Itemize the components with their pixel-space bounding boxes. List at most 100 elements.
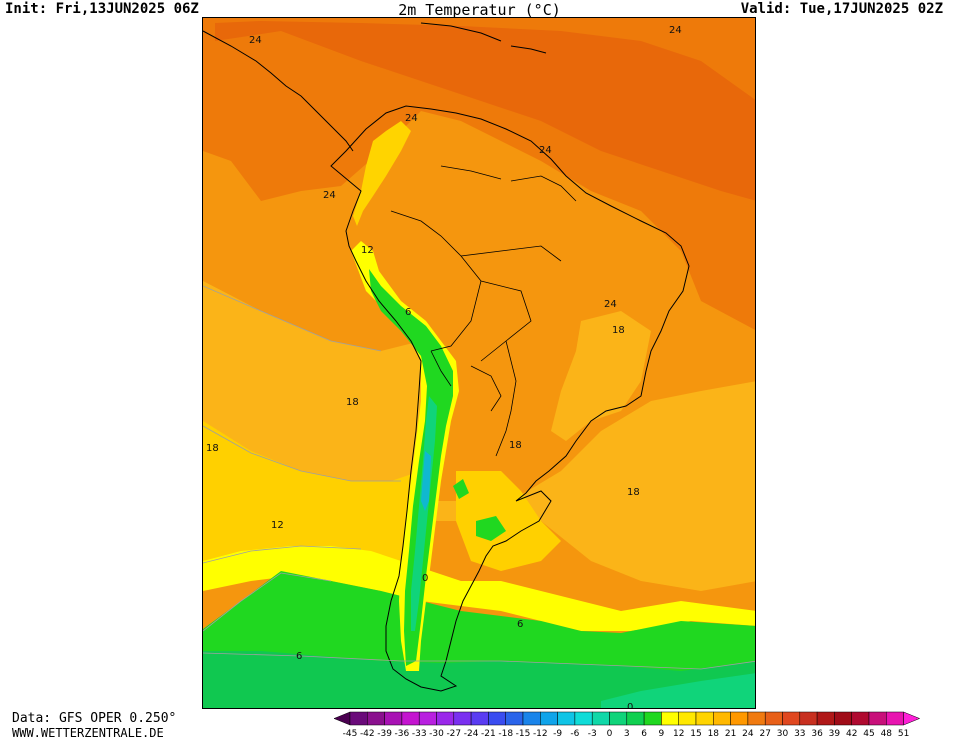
legend-tick-label: 3 [624, 729, 630, 739]
legend-tick-label: -21 [481, 729, 496, 739]
temperature-map: 24 24 24 24 24 12 6 18 18 18 18 24 18 12… [202, 17, 756, 709]
legend-tick-label: -39 [377, 729, 392, 739]
legend-swatch [470, 711, 489, 726]
legend-tick-label: 6 [641, 729, 647, 739]
legend-tick-label: -33 [412, 729, 427, 739]
legend-swatch [453, 711, 472, 726]
legend-tick-label: 39 [829, 729, 841, 739]
south-america-coastline [330, 105, 690, 692]
legend-tick-label: 51 [898, 729, 909, 739]
legend-tick-label: 24 [742, 729, 754, 739]
legend-swatch [713, 711, 731, 726]
legend-swatch [678, 711, 697, 726]
band-6-9 [203, 651, 755, 708]
legend-tick-label: -45 [343, 729, 358, 739]
legend-tick-label: -6 [570, 729, 579, 739]
legend-swatch [367, 711, 385, 726]
data-source: Data: GFS OPER 0.250° [12, 711, 177, 726]
website: WWW.WETTERZENTRALE.DE [12, 726, 164, 740]
legend-tick-label: 12 [673, 729, 684, 739]
contour-label: 24 [669, 25, 682, 36]
legend-swatch [574, 711, 593, 726]
contour-label: 18 [612, 325, 625, 336]
contour-label: 18 [627, 487, 640, 498]
legend-tick-label: 18 [708, 729, 720, 739]
legend-tick-label: 30 [777, 729, 789, 739]
legend-tick-label: 45 [863, 729, 874, 739]
legend-swatch [418, 711, 437, 726]
legend-tick-label: -24 [464, 729, 479, 739]
colombia-andes-yellow [353, 121, 411, 226]
legend-tick-label: -3 [588, 729, 597, 739]
legend-tick-label: -12 [533, 729, 548, 739]
contour-label: 24 [405, 113, 418, 124]
legend-swatch [764, 711, 783, 726]
color-legend: -45 -42 -39 -36 -33 -30 -27 -24 -21 -18 -15 -12 -9 -6… [333, 711, 921, 739]
legend-tick-label: 33 [794, 729, 805, 739]
legend-swatch [384, 711, 403, 726]
legend-swatch [661, 711, 679, 726]
legend-tick-label: -18 [498, 729, 513, 739]
band-15-18 [203, 421, 421, 576]
country-borders [390, 165, 577, 457]
andes-cyan-spot [421, 451, 431, 511]
legend-swatch [488, 711, 506, 726]
legend-swatch [643, 711, 662, 726]
legend-swatch [591, 711, 610, 726]
legend-swatch [540, 711, 558, 726]
legend-tick-label: -30 [429, 729, 444, 739]
legend-swatch [436, 711, 455, 726]
legend-swatch [695, 711, 714, 726]
legend-swatch [834, 711, 852, 726]
legend-swatch [747, 711, 766, 726]
legend-swatch [522, 711, 541, 726]
contour-label: 6 [405, 307, 411, 318]
legend-swatch [557, 711, 576, 726]
brazil-highland-light [551, 311, 651, 441]
isotherm-lines [203, 285, 755, 670]
band-27-30-north [215, 21, 755, 201]
legend-tick-label: 9 [659, 729, 665, 739]
legend-swatch [816, 711, 835, 726]
legend-tick-label: 21 [725, 729, 736, 739]
legend-tick-label: 27 [759, 729, 770, 739]
legend-swatch [609, 711, 628, 726]
legend-tick-label: -15 [516, 729, 531, 739]
pampas-green-patch [453, 479, 469, 499]
valid-time: Valid: Tue,17JUN2025 02Z [740, 1, 943, 17]
cuba-outline [420, 22, 502, 42]
legend-tick-label: 0 [607, 729, 613, 739]
legend-tick-label: -36 [395, 729, 410, 739]
contour-label: 24 [323, 190, 336, 201]
band-12-15 [203, 546, 755, 631]
legend-swatch [349, 711, 368, 726]
contour-label: 0 [422, 573, 428, 584]
legend-tick-label: 15 [690, 729, 701, 739]
legend-tick-label: -9 [553, 729, 562, 739]
legend-tick-label: -27 [446, 729, 461, 739]
legend-swatch [730, 711, 749, 726]
contour-label: 6 [296, 651, 302, 662]
contour-label: 12 [271, 520, 284, 531]
contour-label: 18 [346, 397, 359, 408]
contour-label: 24 [539, 145, 552, 156]
legend-tick-label: 48 [881, 729, 893, 739]
map-title: 2m Temperatur (°C) [398, 1, 561, 19]
legend-tick-label: -42 [360, 729, 375, 739]
legend-swatch [626, 711, 645, 726]
contour-label: 24 [249, 35, 262, 46]
legend-swatch [782, 711, 801, 726]
contour-label: 6 [517, 619, 523, 630]
patagonia-green-patch [476, 516, 506, 541]
hispaniola-outline [510, 45, 547, 54]
legend-swatch [868, 711, 887, 726]
legend-swatch [886, 711, 904, 726]
contour-label: 24 [604, 299, 617, 310]
andes-green-strip [369, 269, 453, 666]
legend-swatch [799, 711, 818, 726]
legend-arrow-low [333, 711, 351, 726]
band-3-6 [601, 673, 755, 708]
legend-tick-label: 42 [846, 729, 857, 739]
central-america-coastline [203, 30, 354, 152]
andes-teal-strip [411, 396, 437, 631]
